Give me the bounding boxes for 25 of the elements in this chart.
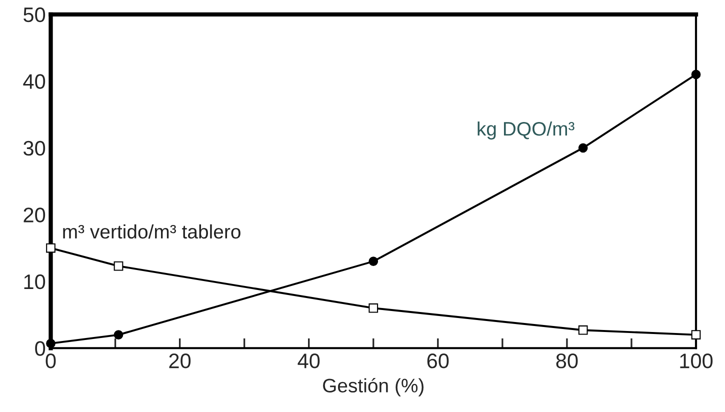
x-tick-label: 0 bbox=[46, 354, 56, 368]
x-tick-label: 20 bbox=[169, 354, 191, 368]
point bbox=[114, 330, 124, 340]
y-tick-label: 10 bbox=[24, 274, 46, 290]
series-label: m³ vertido/m³ tablero bbox=[63, 224, 240, 239]
point bbox=[578, 143, 588, 153]
y-tick-label: 0 bbox=[35, 341, 46, 356]
point bbox=[691, 70, 701, 80]
y-tick-label: 30 bbox=[24, 140, 46, 156]
point bbox=[691, 330, 701, 340]
y-tick-label: 20 bbox=[24, 208, 46, 222]
y-tick-label: 50 bbox=[24, 7, 46, 22]
x-tick-label: 80 bbox=[556, 354, 578, 368]
x-tick-label: 40 bbox=[298, 354, 320, 368]
point bbox=[578, 325, 588, 335]
x-axis-title: Gestión (%) bbox=[323, 378, 424, 396]
point bbox=[114, 261, 124, 271]
point bbox=[46, 338, 56, 348]
point bbox=[368, 256, 378, 266]
point bbox=[46, 243, 56, 253]
x-tick-label: 60 bbox=[427, 354, 449, 368]
y-tick-label: 40 bbox=[23, 74, 46, 89]
x-tick-label: 100 bbox=[680, 354, 713, 368]
point bbox=[368, 303, 378, 313]
series-label: kg DQO/m³ bbox=[478, 121, 574, 140]
